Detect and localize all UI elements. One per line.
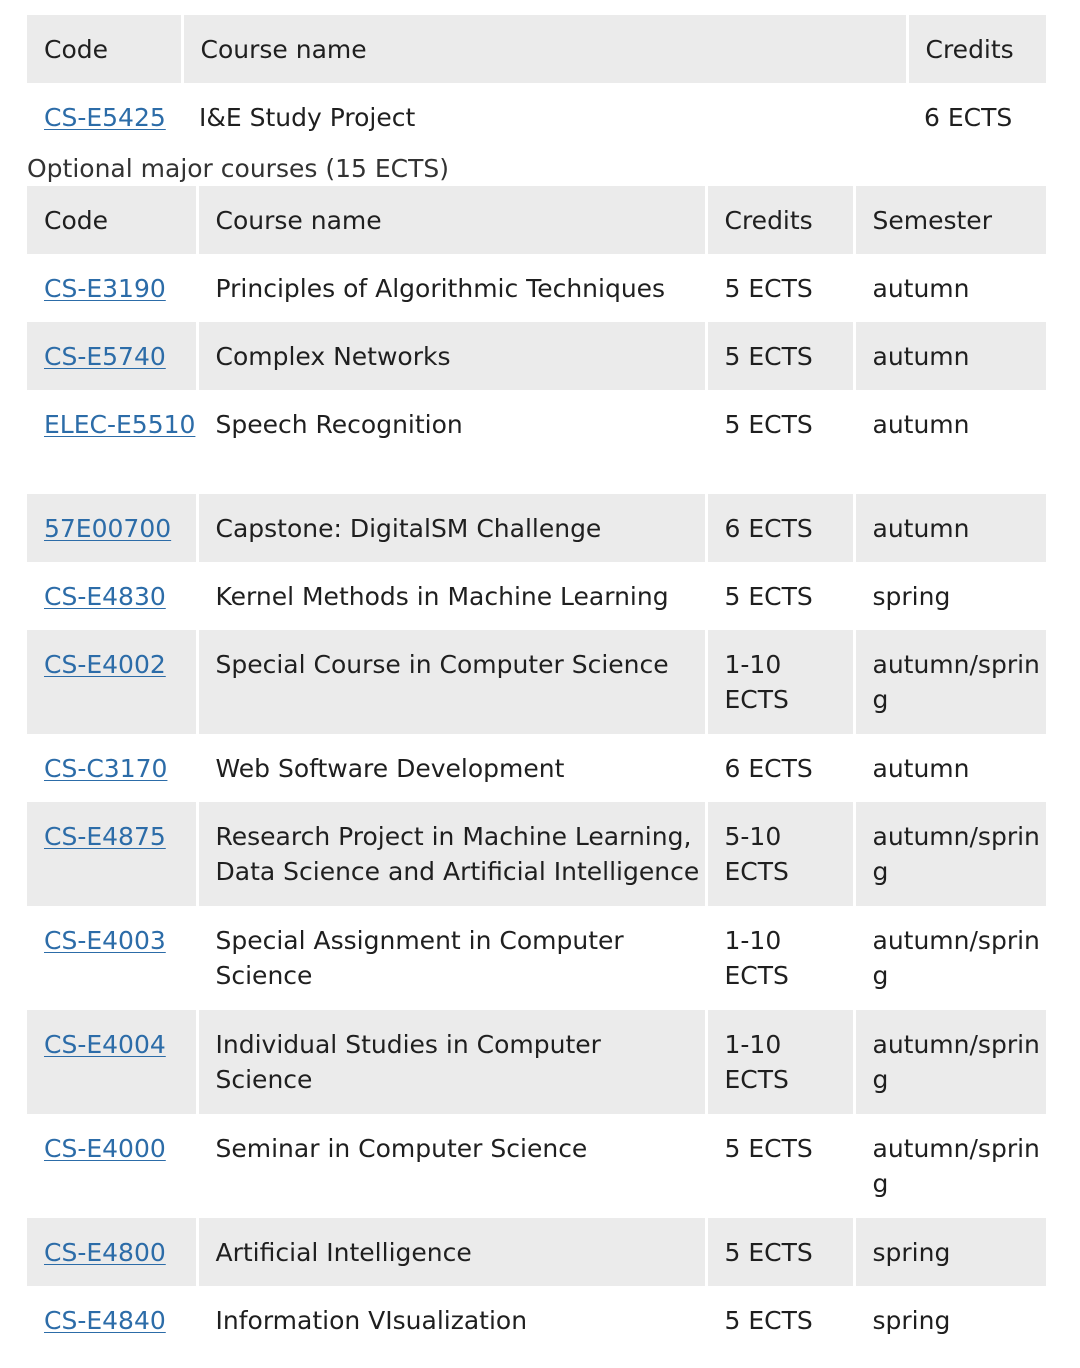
header-credits: Credits xyxy=(905,15,1046,83)
table-row: 57E00700 Capstone: DigitalSM Challenge 6… xyxy=(27,494,1046,562)
table-row: CS-E3190 Principles of Algorithmic Techn… xyxy=(27,254,1046,322)
header-course-name: Course name xyxy=(195,186,706,254)
header-semester: Semester xyxy=(852,186,1046,254)
course-code-link[interactable]: CS-E4875 xyxy=(44,822,166,851)
semester-cell: autumn xyxy=(852,254,1046,322)
table-row: CS-E5425 I&E Study Project 6 ECTS xyxy=(27,83,1046,151)
semester-cell: autumn/spring xyxy=(852,1010,1046,1114)
code-cell: CS-E4004 xyxy=(27,1010,197,1114)
course-name-cell: Individual Studies in Computer Science xyxy=(195,1010,706,1114)
course-code-link[interactable]: CS-C3170 xyxy=(44,753,168,783)
course-code-link[interactable]: CS-E4002 xyxy=(44,650,166,679)
semester-cell: spring xyxy=(852,562,1046,630)
table-row: CS-E4002 Special Course in Computer Scie… xyxy=(27,630,1046,734)
credits-cell: 6 ECTS xyxy=(704,494,854,562)
course-name-cell: Information VIsualization xyxy=(195,1286,706,1354)
course-content: Code Course name Credits CS-E5425 I&E St… xyxy=(27,15,1046,1354)
semester-cell: autumn xyxy=(852,390,1046,494)
code-cell: CS-E4875 xyxy=(27,802,197,906)
code-cell: CS-E4830 xyxy=(27,562,197,630)
course-name-cell: Seminar in Computer Science xyxy=(195,1114,706,1218)
table-row: ELEC-E5510 Speech Recognition 5 ECTS aut… xyxy=(27,390,1046,494)
table-row: CS-E4004 Individual Studies in Computer … xyxy=(27,1010,1046,1114)
semester-cell: autumn xyxy=(852,322,1046,390)
course-code-link[interactable]: ELEC-E5510 xyxy=(44,410,196,439)
table-row: CS-E4000 Seminar in Computer Science 5 E… xyxy=(27,1114,1046,1218)
course-code-link[interactable]: CS-E4830 xyxy=(44,581,166,611)
table-row: CS-E4003 Special Assignment in Computer … xyxy=(27,906,1046,1010)
credits-cell: 5 ECTS xyxy=(704,1114,854,1218)
course-code-link[interactable]: CS-E4003 xyxy=(44,926,166,955)
semester-cell: autumn/spring xyxy=(852,1114,1046,1218)
course-code-link[interactable]: CS-E5740 xyxy=(44,341,166,371)
credits-cell: 5 ECTS xyxy=(704,322,854,390)
semester-cell: autumn/spring xyxy=(852,906,1046,1010)
course-name-cell: Special Course in Computer Science xyxy=(195,630,706,734)
code-cell: CS-E3190 xyxy=(27,254,197,322)
code-cell: CS-E5425 xyxy=(27,83,182,151)
course-code-link[interactable]: CS-E5425 xyxy=(44,102,166,132)
course-name-cell: Research Project in Machine Learning, Da… xyxy=(195,802,706,906)
semester-cell: autumn/spring xyxy=(852,802,1046,906)
semester-cell: autumn xyxy=(852,494,1046,562)
course-code-link[interactable]: CS-E4004 xyxy=(44,1030,166,1059)
credits-cell: 5 ECTS xyxy=(704,1218,854,1286)
credits-cell: 6 ECTS xyxy=(924,102,1013,132)
semester-cell: autumn/spring xyxy=(852,630,1046,734)
credits-cell: 1-10 ECTS xyxy=(704,1010,854,1114)
credits-cell: 6 ECTS xyxy=(704,734,854,802)
course-code-link[interactable]: CS-E4800 xyxy=(44,1237,166,1267)
semester-cell: spring xyxy=(852,1218,1046,1286)
course-name-cell: Speech Recognition xyxy=(195,390,706,494)
course-name-cell: Special Assignment in Computer Science xyxy=(195,906,706,1010)
code-cell: CS-E4003 xyxy=(27,906,197,1010)
course-name-cell: Principles of Algorithmic Techniques xyxy=(195,254,706,322)
table-row: CS-E4800 Artificial Intelligence 5 ECTS … xyxy=(27,1218,1046,1286)
code-cell: CS-C3170 xyxy=(27,734,197,802)
code-cell: CS-E4002 xyxy=(27,630,197,734)
course-code-link[interactable]: CS-E3190 xyxy=(44,273,166,303)
credits-cell: 5-10 ECTS xyxy=(704,802,854,906)
header-code: Code xyxy=(44,34,109,64)
course-code-link[interactable]: CS-E4000 xyxy=(44,1134,166,1163)
optional-courses-caption: Optional major courses (15 ECTS) xyxy=(27,154,449,183)
credits-cell: 5 ECTS xyxy=(704,1286,854,1354)
header-credits: Credits xyxy=(704,186,854,254)
credits-cell: 1-10 ECTS xyxy=(704,906,854,1010)
semester-cell: autumn xyxy=(852,734,1046,802)
course-code-link[interactable]: 57E00700 xyxy=(44,513,172,543)
table-row: CS-E4840 Information VIsualization 5 ECT… xyxy=(27,1286,1046,1354)
credits-cell: 5 ECTS xyxy=(704,562,854,630)
course-name-cell: Kernel Methods in Machine Learning xyxy=(195,562,706,630)
code-cell: CS-E4800 xyxy=(27,1218,197,1286)
header-code: Code xyxy=(44,205,109,235)
code-cell: CS-E4000 xyxy=(27,1114,197,1218)
table-row: CS-E5740 Complex Networks 5 ECTS autumn xyxy=(27,322,1046,390)
code-cell: ELEC-E5510 xyxy=(27,390,197,494)
table-row: CS-C3170 Web Software Development 6 ECTS… xyxy=(27,734,1046,802)
semester-cell: spring xyxy=(852,1286,1046,1354)
credits-cell: 5 ECTS xyxy=(704,254,854,322)
table-row: CS-E4875 Research Project in Machine Lea… xyxy=(27,802,1046,906)
course-name-cell: I&E Study Project xyxy=(199,102,416,132)
required-courses-table: Code Course name Credits CS-E5425 I&E St… xyxy=(27,15,1046,151)
course-name-cell: Web Software Development xyxy=(195,734,706,802)
code-cell: CS-E4840 xyxy=(27,1286,197,1354)
course-name-cell: Capstone: DigitalSM Challenge xyxy=(195,494,706,562)
optional-courses-table: Code Course name Credits Semester CS-E31… xyxy=(27,186,1046,1354)
course-code-link[interactable]: CS-E4840 xyxy=(44,1305,166,1335)
table-header-row: Code Course name Credits Semester xyxy=(27,186,1046,254)
table-header-row: Code Course name Credits xyxy=(27,15,1046,83)
header-course-name: Course name xyxy=(180,15,907,83)
credits-cell: 5 ECTS xyxy=(704,390,854,494)
course-name-cell: Artificial Intelligence xyxy=(195,1218,706,1286)
table-row: CS-E4830 Kernel Methods in Machine Learn… xyxy=(27,562,1046,630)
code-cell: CS-E5740 xyxy=(27,322,197,390)
course-name-cell: Complex Networks xyxy=(195,322,706,390)
code-cell: 57E00700 xyxy=(27,494,197,562)
credits-cell: 1-10 ECTS xyxy=(704,630,854,734)
